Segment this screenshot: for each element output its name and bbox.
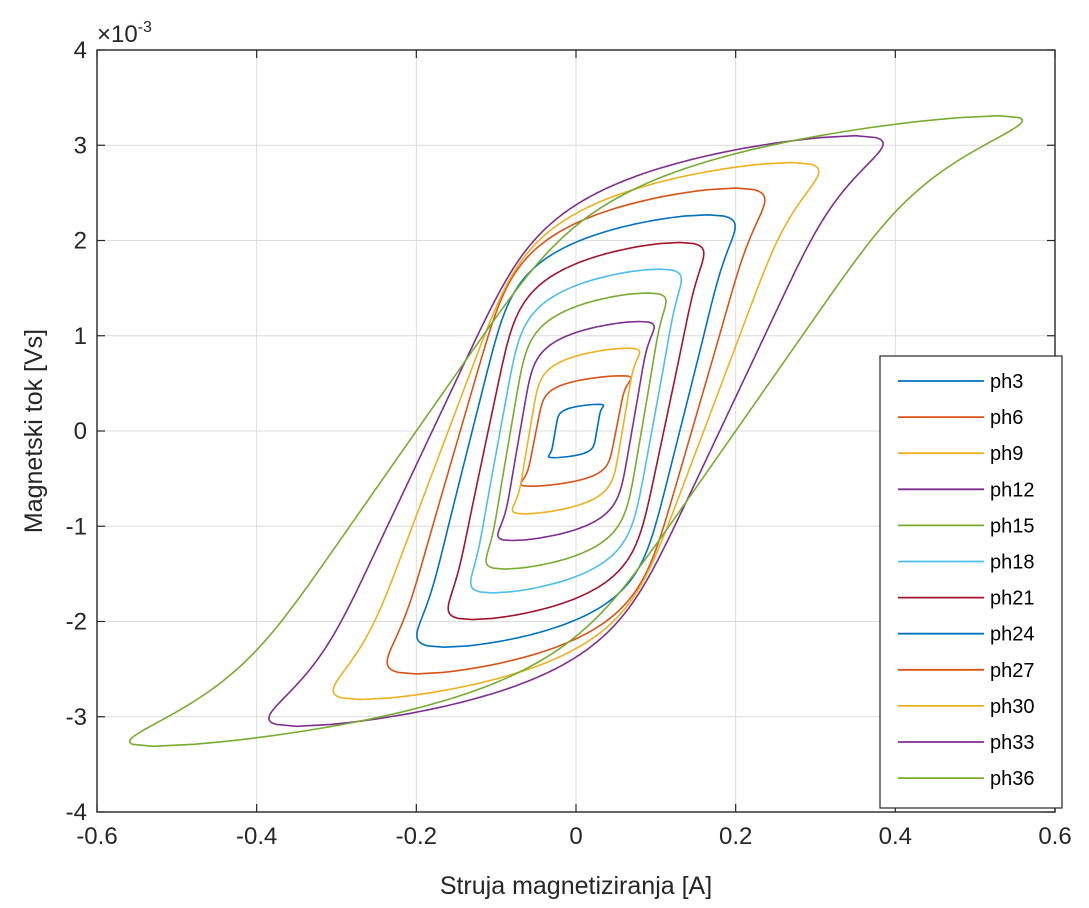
x-tick-label: -0.4 xyxy=(236,823,277,850)
y-tick-label: -2 xyxy=(66,609,87,636)
legend-label-ph24: ph24 xyxy=(990,624,1035,646)
series-line-ph27 xyxy=(386,187,766,675)
x-tick-label: -0.6 xyxy=(76,823,117,850)
legend-label-ph27: ph27 xyxy=(990,660,1035,682)
tick-labels: -0.6 -0.4 -0.2 0 0.2 0.4 0.6 -4 -3 -2 -1 0 1 2 3 4 xyxy=(66,37,1072,850)
legend-label-ph15: ph15 xyxy=(990,515,1035,537)
series-line-ph36 xyxy=(128,114,1024,748)
series-line-ph12 xyxy=(496,320,656,542)
legend-label-ph6: ph6 xyxy=(990,407,1023,429)
legend: ph3 ph6 ph9 ph12 ph15 ph18 ph21 ph24 ph27 ph30 ph3… xyxy=(879,355,1063,809)
y-tick-label: 0 xyxy=(74,418,87,445)
x-tick-label: 0 xyxy=(569,823,582,850)
series-line-ph24 xyxy=(416,213,736,649)
series-line-ph33 xyxy=(268,134,884,728)
y-tick-label: 1 xyxy=(74,323,87,350)
series-line-ph15 xyxy=(485,292,667,570)
y-tick-label: -3 xyxy=(66,704,87,731)
legend-label-ph21: ph21 xyxy=(990,588,1035,610)
series-line-ph21 xyxy=(447,241,705,621)
legend-label-ph30: ph30 xyxy=(990,696,1035,718)
y-tick-label: 4 xyxy=(74,37,87,64)
series-line-ph9 xyxy=(511,347,641,515)
legend-label-ph36: ph36 xyxy=(990,768,1035,790)
legend-label-ph9: ph9 xyxy=(990,443,1023,465)
legend-label-ph18: ph18 xyxy=(990,552,1035,574)
series-line-ph6 xyxy=(520,374,632,488)
y-exponent-label: ×10-3 xyxy=(97,19,152,48)
y-tick-label: -1 xyxy=(66,513,87,540)
series-line-ph3 xyxy=(547,403,605,459)
legend-box xyxy=(879,355,1063,809)
legend-label-ph33: ph33 xyxy=(990,732,1035,754)
series-layer xyxy=(128,114,1024,748)
legend-label-ph12: ph12 xyxy=(990,479,1035,501)
y-tick-label: -4 xyxy=(66,799,87,826)
series-line-ph30 xyxy=(332,161,820,701)
x-tick-label: -0.2 xyxy=(396,823,437,850)
y-tick-label: 3 xyxy=(74,132,87,159)
y-axis-label: Magnetski tok [Vs] xyxy=(20,329,48,533)
x-axis-label: Struja magnetiziranja [A] xyxy=(440,872,712,900)
x-tick-label: 0.2 xyxy=(719,823,752,850)
y-tick-label: 2 xyxy=(74,228,87,255)
x-tick-label: 0.4 xyxy=(879,823,912,850)
series-line-ph18 xyxy=(469,268,683,594)
legend-label-ph3: ph3 xyxy=(990,371,1023,393)
x-tick-label: 0.6 xyxy=(1038,823,1071,850)
